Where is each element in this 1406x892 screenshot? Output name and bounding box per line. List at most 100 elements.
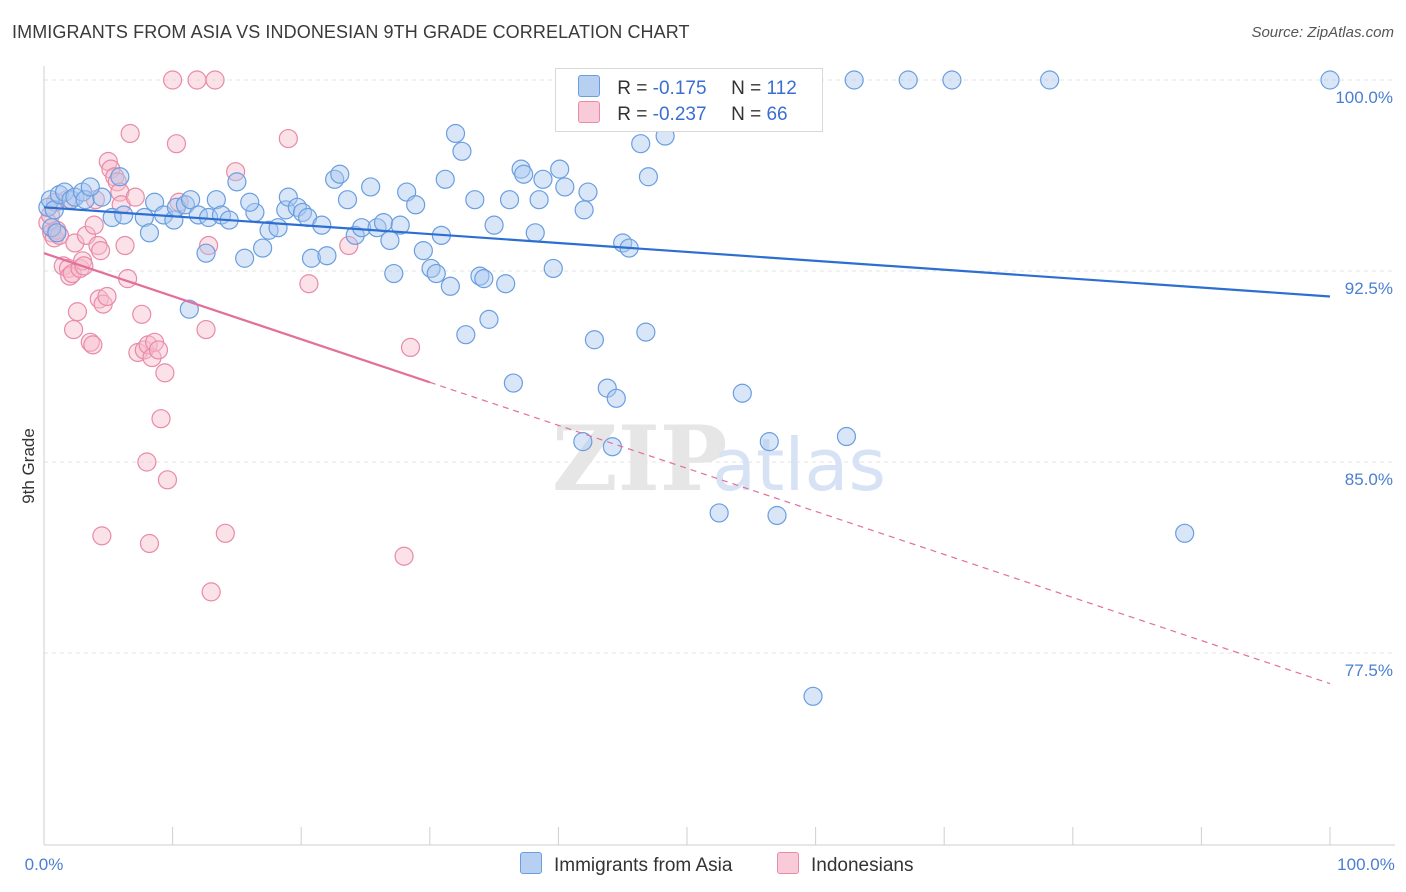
asia-point	[361, 177, 381, 197]
asia-point	[465, 190, 485, 210]
x-tick-label: 0.0%	[25, 855, 64, 874]
asia-point	[638, 167, 659, 187]
asia-point	[235, 248, 255, 268]
trend-lines	[43, 206, 1331, 685]
indonesians-point	[97, 286, 117, 307]
asia-point	[732, 383, 752, 403]
legend-swatch-blue	[578, 75, 600, 97]
legend-r-label: R =	[617, 78, 653, 99]
indonesians-points	[38, 70, 421, 602]
legend-item-indonesians[interactable]: Indonesians	[777, 852, 913, 877]
asia-point	[529, 190, 549, 210]
asia-point	[240, 192, 260, 212]
asia-point	[574, 200, 594, 220]
asia-point	[345, 225, 365, 245]
indonesians-point	[80, 332, 100, 352]
y-axis-label: 9th Grade	[19, 428, 38, 504]
indonesians-point	[166, 134, 187, 154]
indonesians-point	[115, 235, 135, 256]
indonesians-point	[92, 526, 112, 546]
indonesians-point	[88, 235, 108, 256]
indonesians-point	[137, 452, 157, 472]
indonesians-point	[132, 304, 152, 324]
asia-point	[844, 70, 864, 90]
asia-point	[227, 172, 247, 192]
asia-point	[384, 263, 404, 284]
asia-point	[898, 70, 918, 90]
asia-point	[452, 141, 472, 161]
chart-title: IMMIGRANTS FROM ASIA VS INDONESIAN 9TH G…	[12, 22, 690, 42]
legend-swatch-blue	[520, 852, 542, 874]
asia-point	[42, 218, 62, 238]
indonesians-point	[339, 235, 359, 256]
axes	[43, 66, 1395, 846]
indonesians-point	[125, 187, 145, 207]
indonesians-point	[67, 302, 88, 322]
asia-point	[292, 202, 313, 223]
asia-point	[1175, 523, 1195, 543]
asia-point	[496, 274, 516, 294]
indonesians-point	[400, 337, 421, 357]
watermark-atlas: atlas	[712, 423, 886, 507]
legend-r-label: R =	[617, 104, 653, 125]
indonesians-point	[105, 167, 125, 187]
asia-point	[474, 269, 494, 289]
asia-point	[759, 432, 779, 452]
asia-point	[602, 437, 623, 457]
asia-point	[413, 241, 433, 261]
indonesians-trend-extension	[429, 381, 1331, 685]
indonesians-point	[163, 70, 183, 90]
asia-points	[38, 70, 1340, 706]
asia-point	[110, 167, 130, 187]
indonesians-point	[187, 70, 207, 90]
indonesians-point	[60, 266, 80, 286]
stats-legend: R = -0.175 N = 112 R = -0.237 N = 66	[555, 68, 823, 132]
indonesians-point	[151, 409, 171, 429]
tick-labels: 100.0% 92.5% 85.0% 77.5% 0.0% 100.0%	[25, 88, 1395, 874]
legend-n-value: 112	[766, 78, 797, 99]
asia-point	[503, 373, 523, 393]
legend-r-value: -0.175	[652, 78, 707, 99]
asia-point	[525, 223, 545, 243]
indonesians-point	[196, 319, 216, 340]
asia-point	[253, 238, 273, 258]
asia-point	[803, 686, 823, 706]
asia-point	[175, 195, 196, 215]
y-tick-label: 92.5%	[1345, 279, 1393, 298]
asia-point	[709, 503, 729, 523]
asia-point	[179, 299, 199, 319]
indonesians-point	[65, 233, 85, 253]
asia-point	[499, 190, 520, 210]
asia-point	[606, 388, 626, 408]
asia-point	[479, 309, 499, 329]
legend-n-label: N =	[731, 78, 767, 99]
y-tick-label: 100.0%	[1335, 88, 1393, 107]
indonesians-point	[201, 582, 221, 602]
indonesians-point	[215, 523, 235, 543]
legend-swatch-pink	[578, 101, 600, 123]
indonesians-point	[49, 225, 70, 245]
asia-point	[1040, 70, 1060, 90]
asia-point	[330, 164, 350, 184]
legend-n-label: N =	[731, 104, 767, 125]
asia-point	[406, 195, 426, 215]
asia-point	[550, 159, 570, 179]
asia-point	[573, 432, 593, 452]
asia-point	[445, 123, 466, 144]
asia-point	[836, 426, 857, 447]
asia-point	[514, 164, 534, 184]
indonesians-point	[226, 162, 246, 182]
asia-trend-line	[43, 206, 1331, 298]
asia-point	[80, 177, 100, 197]
asia-point	[301, 248, 322, 268]
indonesians-point	[90, 241, 111, 261]
indonesians-point	[157, 470, 178, 490]
asia-point	[511, 159, 531, 179]
asia-point	[767, 505, 787, 526]
asia-point	[631, 134, 651, 154]
asia-point	[181, 190, 201, 210]
indonesians-point	[42, 223, 62, 243]
legend-item-asia[interactable]: Immigrants from Asia	[520, 852, 732, 877]
legend-r-value: -0.237	[652, 104, 707, 125]
